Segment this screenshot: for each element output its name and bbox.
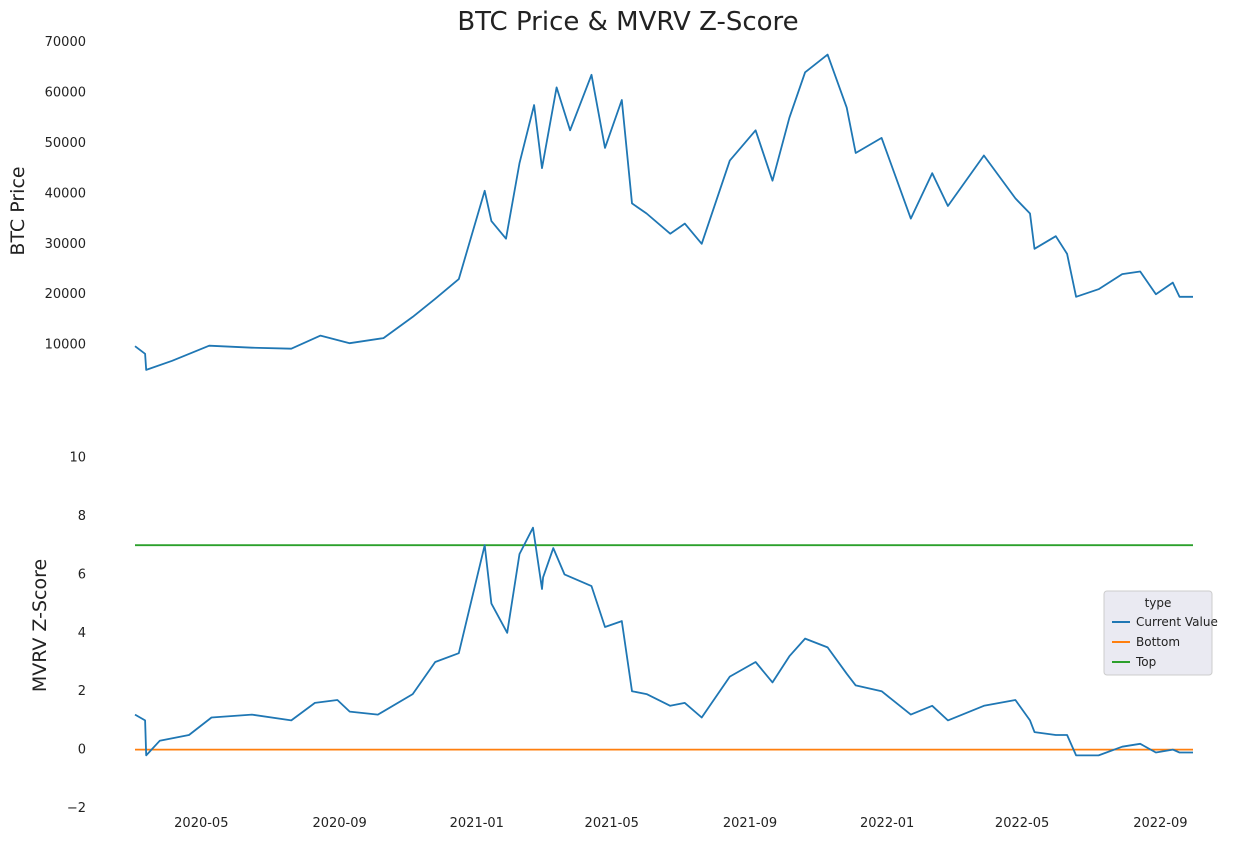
mvrv-ytick-label: 8: [78, 509, 86, 524]
price-series-price-line: [134, 53, 1193, 371]
x-tick-label: 2022-05: [995, 816, 1049, 831]
mvrv-series-current-value-line: [134, 526, 1193, 757]
mvrv-y-axis-label: MVRV Z-Score: [29, 559, 51, 692]
mvrv-ytick-label: 0: [78, 743, 86, 758]
legend-box: [1103, 590, 1213, 676]
mvrv-ytick-label: 10: [69, 451, 86, 466]
legend: type Current Value Bottom Top: [1103, 590, 1218, 676]
x-tick-label: 2020-05: [174, 816, 228, 831]
mvrv-ytick-label: 4: [78, 626, 86, 641]
price-ytick-label: 10000: [45, 338, 86, 353]
price-ytick-label: 50000: [45, 136, 86, 151]
legend-entry: Bottom: [1136, 635, 1180, 649]
price-ytick-label: 30000: [45, 237, 86, 252]
price-ytick-label: 60000: [45, 85, 86, 100]
x-tick-label: 2020-09: [312, 816, 366, 831]
price-ytick-label: 20000: [45, 287, 86, 302]
mvrv-panel: −2 0 2 4 6 8 10 MVRV Z-Score 2020-05 2020-09 2021-…: [29, 451, 1193, 831]
price-y-axis-label: BTC Price: [7, 166, 29, 255]
price-panel: 10000 20000 30000 40000 50000 60000 70000 BTC P…: [7, 35, 1193, 371]
x-tick-label: 2021-05: [585, 816, 639, 831]
legend-entry: Top: [1135, 655, 1156, 669]
x-tick-label: 2022-01: [860, 816, 914, 831]
mvrv-ytick-label: 2: [78, 684, 86, 699]
x-tick-label: 2021-09: [723, 816, 777, 831]
mvrv-ytick-label: −2: [67, 801, 86, 816]
chart-title: BTC Price & MVRV Z-Score: [457, 7, 798, 37]
legend-entry: Current Value: [1136, 615, 1218, 629]
x-tick-label: 2021-01: [450, 816, 504, 831]
legend-title: type: [1145, 596, 1172, 610]
mvrv-ytick-label: 6: [78, 567, 86, 582]
x-tick-label: 2022-09: [1133, 816, 1187, 831]
price-ytick-label: 70000: [45, 35, 86, 50]
price-ytick-label: 40000: [45, 186, 86, 201]
